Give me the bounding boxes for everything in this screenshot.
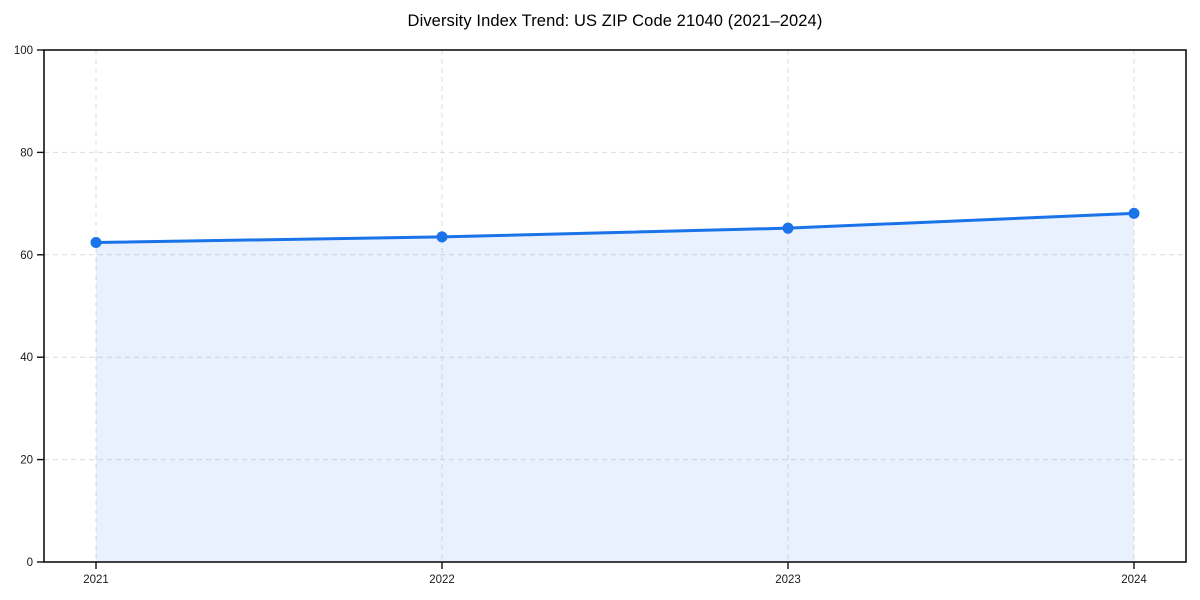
area-fill	[96, 213, 1134, 562]
y-tick-label: 80	[20, 147, 33, 159]
y-tick-label: 60	[20, 250, 33, 262]
x-tick-label: 2022	[429, 574, 455, 586]
y-tick-label: 40	[20, 352, 33, 364]
data-point-2024	[1128, 207, 1140, 219]
data-point-2023	[782, 222, 794, 234]
data-point-2022	[436, 231, 448, 243]
plot-border	[43, 49, 1187, 563]
x-tick-label: 2023	[775, 574, 801, 586]
data-point-2021	[90, 237, 102, 249]
y-tick-label: 100	[14, 45, 33, 57]
x-tick-label: 2024	[1121, 574, 1147, 586]
trend-line	[94, 211, 1136, 245]
y-tick-label: 0	[27, 557, 33, 569]
x-tick-label: 2021	[83, 574, 109, 586]
chart-title: Diversity Index Trend: US ZIP Code 21040…	[407, 12, 823, 30]
y-tick-label: 20	[20, 455, 33, 467]
